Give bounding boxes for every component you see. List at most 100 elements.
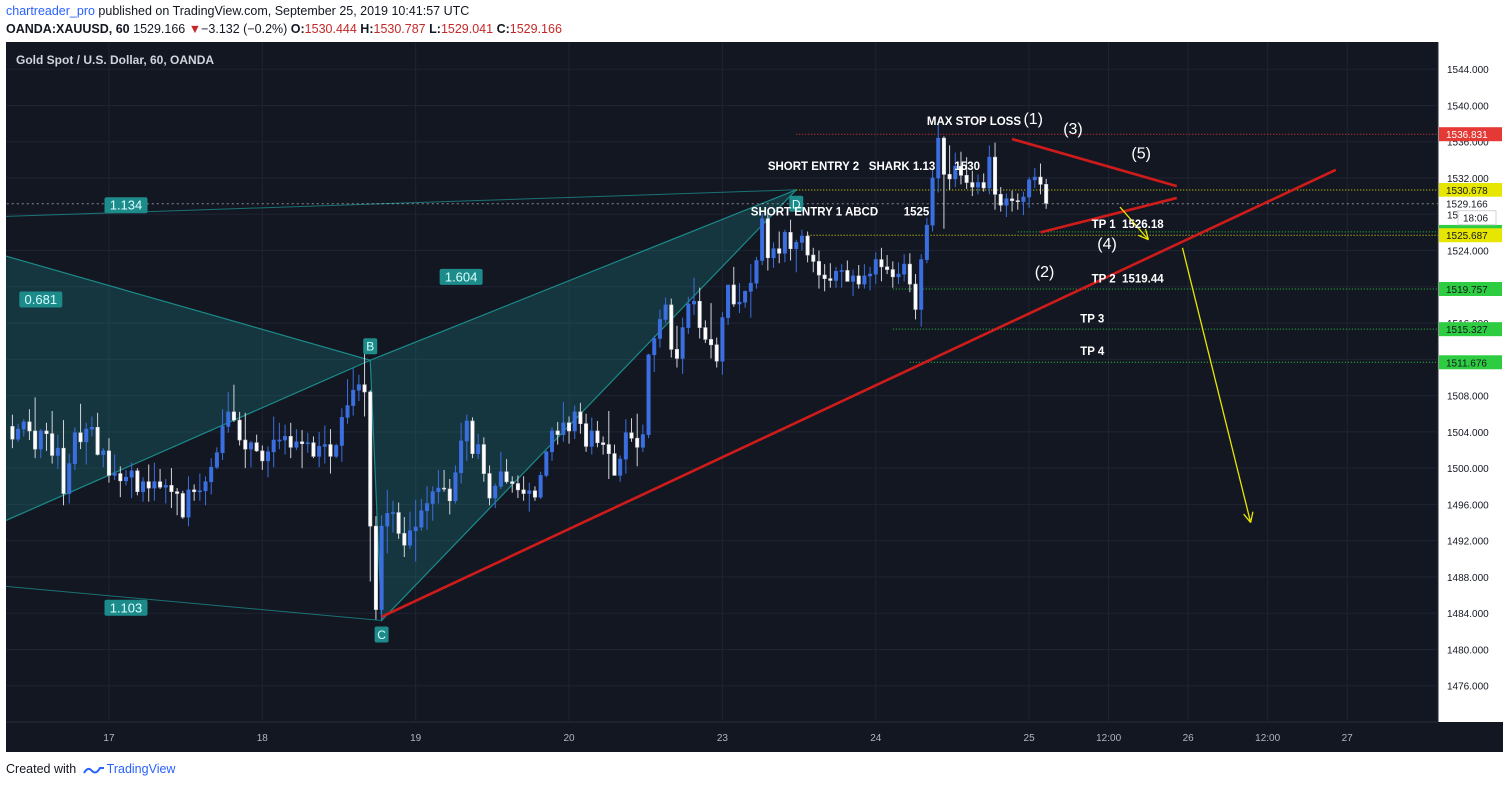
price-tick-label: 1544.000 (1447, 65, 1489, 76)
candle-body (152, 481, 157, 489)
price-label-bg-current (1439, 196, 1502, 211)
candle-body (833, 271, 838, 281)
harmonic-xc-line (6, 585, 382, 621)
candle-body (38, 430, 43, 450)
candle (743, 290, 748, 308)
annotation-text: SHORT ENTRY 2 SHARK 1.13 1530 (768, 161, 980, 173)
candle (777, 231, 782, 264)
candle-body (50, 433, 55, 456)
high-value: 1530.787 (373, 22, 426, 36)
author-link[interactable]: chartreader_pro (6, 4, 95, 18)
candle (981, 173, 986, 192)
tradingview-brand-link[interactable]: TradingView (106, 762, 176, 776)
candle-body (640, 434, 645, 448)
close-value: 1529.166 (509, 22, 562, 36)
candle-body (254, 442, 259, 452)
candle (794, 239, 799, 273)
candle-body (544, 451, 549, 476)
candle (300, 430, 305, 469)
candle (1027, 177, 1032, 208)
candle (169, 468, 174, 509)
candle-body (277, 439, 282, 442)
candle (527, 482, 532, 512)
candle (214, 447, 219, 470)
candle (913, 274, 918, 320)
candle (470, 417, 475, 459)
candle-body (294, 441, 299, 448)
candle (851, 269, 856, 296)
candle (811, 247, 816, 273)
candle (993, 142, 998, 210)
point-label-bg (363, 338, 378, 355)
candle (186, 476, 191, 527)
candle (555, 421, 560, 445)
candle-body (919, 259, 924, 310)
chart-background (6, 42, 1503, 752)
candle-body (504, 471, 509, 483)
candle-body (390, 512, 395, 514)
candle (567, 416, 572, 444)
candle (862, 264, 867, 289)
ratio-label-bg (19, 291, 63, 308)
candle-body (413, 526, 418, 531)
candle-body (635, 437, 640, 448)
candle-body (623, 432, 628, 460)
price-tick-label: 1500.000 (1447, 464, 1489, 475)
projection-arrow-1 (1181, 247, 1252, 523)
candle (782, 229, 787, 263)
candle-body (459, 440, 464, 473)
candle (612, 444, 617, 476)
candle-body (964, 174, 969, 183)
candle-body (856, 275, 861, 285)
candle (726, 284, 731, 325)
price-label-tp2: 1519.757 (1446, 285, 1488, 296)
candle-body (124, 476, 129, 482)
candle (220, 409, 225, 460)
candle (44, 422, 49, 451)
candle-body (907, 263, 912, 285)
candle (595, 420, 600, 448)
candle (924, 217, 929, 264)
candle-body (1038, 176, 1043, 185)
candle (731, 266, 736, 307)
candle-body (737, 301, 742, 305)
wave-label: (4) (1097, 236, 1117, 253)
price-tick-label: 1492.000 (1447, 537, 1489, 548)
candle-body (913, 283, 918, 310)
candle (493, 483, 498, 509)
candle (652, 335, 657, 373)
ratio-label: 1.604 (445, 269, 478, 284)
candle-body (220, 426, 225, 454)
candle (504, 459, 509, 484)
candle-body (805, 235, 810, 256)
candle-body (89, 427, 94, 430)
candle (362, 353, 367, 417)
candle-body (532, 490, 537, 498)
candle (373, 516, 378, 620)
price-label-bg-tp2 (1439, 282, 1502, 297)
candle (425, 486, 430, 530)
time-tick-label: 20 (563, 733, 575, 744)
chart-area[interactable]: 1.134 0.681 1.604 1.103 B C D MAX STOP LOSS SHOR… (6, 42, 1503, 752)
point-label-B: B (366, 340, 374, 354)
close-label: C: (496, 22, 510, 36)
candle-body (930, 177, 935, 226)
candle (953, 152, 958, 188)
candle-body (652, 338, 657, 356)
price-chart[interactable]: 1.134 0.681 1.604 1.103 B C D MAX STOP LOSS SHOR… (6, 42, 1503, 752)
candle-body (868, 273, 873, 277)
candle-body (16, 428, 21, 440)
candle-body (72, 432, 77, 464)
candle-body (890, 269, 895, 278)
candle-body (629, 432, 634, 439)
candle (38, 429, 43, 459)
candle (379, 515, 384, 620)
countdown-label: 18:06 (1463, 214, 1488, 225)
candle-body (283, 436, 288, 441)
candle (356, 374, 361, 402)
price-label-current: 1529.166 (1446, 200, 1488, 211)
candle-body (680, 327, 685, 359)
candle (226, 391, 231, 433)
candle-body (618, 458, 623, 476)
candle (436, 469, 441, 504)
